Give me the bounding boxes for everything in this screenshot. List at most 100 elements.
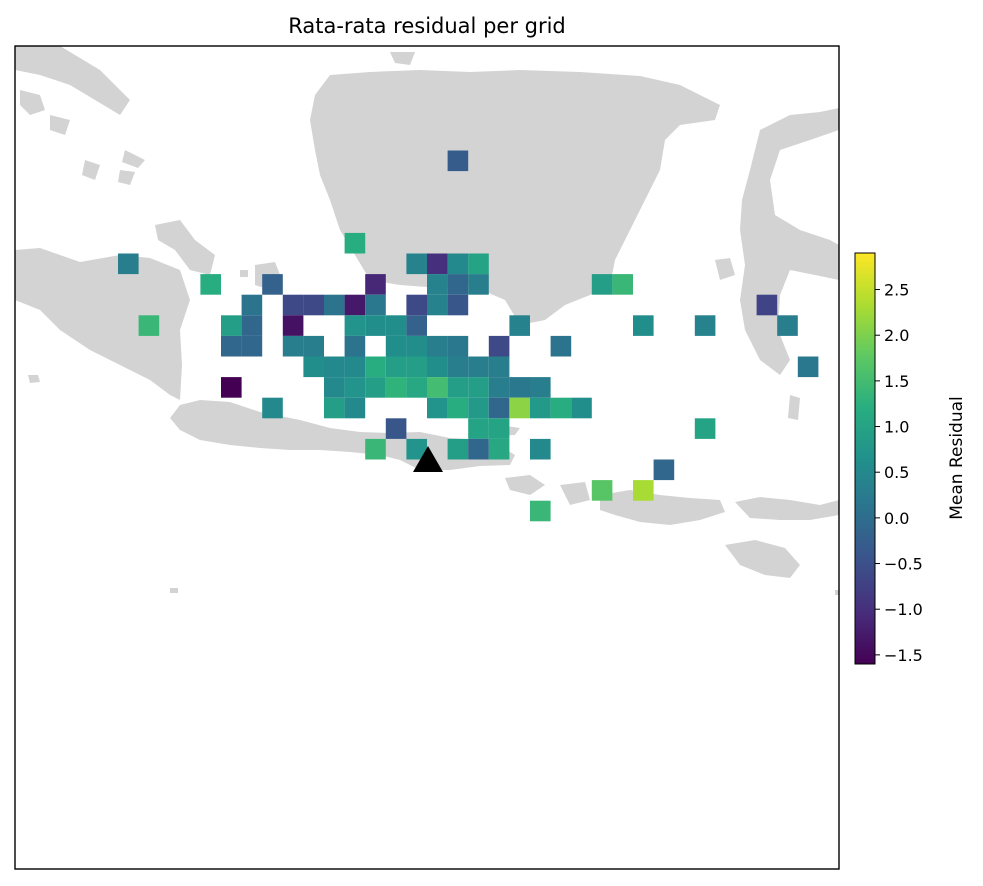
grid-cell xyxy=(550,335,572,357)
land-sulawesi-islands xyxy=(715,258,800,420)
grid-cell xyxy=(344,356,366,378)
grid-cell xyxy=(447,377,469,398)
grid-cell xyxy=(282,335,304,357)
grid-cell xyxy=(138,315,160,336)
grid-cell xyxy=(365,377,386,398)
colorbar: 2.5 2.0 1.5 1.0 0.5 0.0 −0.5 −1.0 −1.5 Mean Resi… xyxy=(854,252,967,665)
colorbar-tick-label: −1.0 xyxy=(884,600,923,619)
grid-cell xyxy=(694,418,716,439)
land-sumba xyxy=(725,540,800,578)
grid-cell xyxy=(406,335,427,357)
grid-cell xyxy=(591,274,613,295)
grid-cell xyxy=(447,150,469,172)
grid-cell xyxy=(427,377,448,398)
grid-cell xyxy=(324,294,345,316)
grid-cell xyxy=(427,335,448,357)
colorbar-tick-label: −1.5 xyxy=(884,646,923,665)
grid-cell xyxy=(427,274,448,295)
grid-cell xyxy=(385,356,407,378)
grid-cell xyxy=(756,294,778,316)
grid-cell xyxy=(797,356,819,378)
grid-cell xyxy=(344,232,366,254)
grid-cell xyxy=(550,397,572,419)
map-title: Rata-rata residual per grid xyxy=(288,14,566,38)
grid-cell xyxy=(385,418,407,439)
grid-cell xyxy=(365,438,386,460)
grid-cell xyxy=(344,294,366,316)
grid-cell xyxy=(509,397,530,419)
land-bali xyxy=(505,475,545,495)
grid-cell xyxy=(241,294,263,316)
grid-cell xyxy=(447,274,469,295)
land-flores xyxy=(735,497,839,520)
grid-cell xyxy=(303,294,324,316)
colorbar-tick-label: 0.0 xyxy=(884,509,909,528)
grid-cell xyxy=(571,397,592,419)
grid-cell xyxy=(221,377,242,398)
colorbar-gradient xyxy=(855,253,875,664)
residual-grid-cells xyxy=(118,150,819,522)
grid-cell xyxy=(200,274,221,295)
grid-cell xyxy=(262,397,283,419)
grid-cell xyxy=(468,418,489,439)
grid-cell xyxy=(468,356,489,378)
grid-cell xyxy=(468,274,489,295)
grid-cell xyxy=(488,438,510,460)
grid-cell xyxy=(427,356,448,378)
grid-cell xyxy=(385,335,407,357)
grid-cell xyxy=(324,397,345,419)
grid-cell xyxy=(468,253,489,275)
grid-cell xyxy=(633,315,654,336)
grid-cell xyxy=(406,315,427,336)
map-frame xyxy=(14,45,840,870)
grid-cell xyxy=(303,356,324,378)
grid-cell xyxy=(530,438,551,460)
grid-cell xyxy=(488,397,510,419)
grid-cell xyxy=(530,377,551,398)
land-riau-islands xyxy=(20,90,145,185)
grid-cell xyxy=(282,315,304,336)
grid-cell xyxy=(303,335,324,357)
grid-cell xyxy=(365,356,386,378)
grid-cell xyxy=(406,377,427,398)
grid-cell xyxy=(406,356,427,378)
land-bangka xyxy=(155,220,215,275)
grid-cell xyxy=(344,315,366,336)
grid-cell xyxy=(488,418,510,439)
colorbar-frame xyxy=(854,252,876,665)
grid-cell xyxy=(612,274,633,295)
grid-cell xyxy=(324,377,345,398)
grid-cell xyxy=(282,294,304,316)
colorbar-tick-label: 2.5 xyxy=(884,281,909,300)
grid-cell xyxy=(468,377,489,398)
grid-cell xyxy=(591,480,613,501)
land-sumatra xyxy=(15,248,190,400)
grid-cell xyxy=(365,274,386,295)
grid-cell xyxy=(221,335,242,357)
grid-cell xyxy=(385,377,407,398)
grid-cell xyxy=(488,335,510,357)
colorbar-label: Mean Residual xyxy=(947,396,967,520)
grid-cell xyxy=(488,356,510,378)
grid-cell xyxy=(406,438,427,460)
land-sumatra-north xyxy=(15,46,130,115)
colorbar-tick-label: 1.5 xyxy=(884,372,909,391)
grid-cell xyxy=(468,397,489,419)
grid-cell xyxy=(447,356,469,378)
land-lombok xyxy=(560,482,590,505)
grid-cell xyxy=(344,397,366,419)
grid-cell xyxy=(221,315,242,336)
grid-cell xyxy=(488,377,510,398)
grid-cell xyxy=(365,294,386,316)
grid-cell xyxy=(324,356,345,378)
grid-cell xyxy=(447,397,469,419)
colorbar-tick-label: 1.0 xyxy=(884,418,909,437)
colorbar-tick-label: 0.5 xyxy=(884,463,909,482)
land-sumbawa xyxy=(600,490,725,525)
grid-cell xyxy=(509,315,530,336)
grid-cell xyxy=(447,335,469,357)
grid-cell xyxy=(427,253,448,275)
grid-cell xyxy=(447,438,469,460)
grid-cell xyxy=(447,253,469,275)
